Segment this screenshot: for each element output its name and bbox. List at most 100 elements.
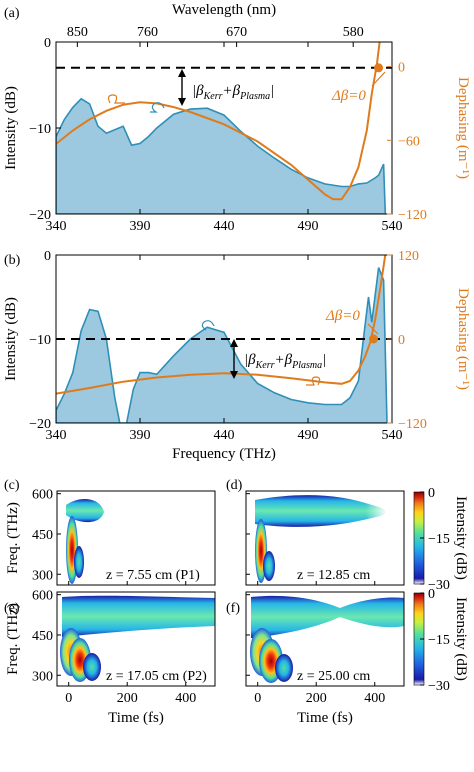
panel-f: (f) z = 25.00 cm 0 200 400	[226, 591, 405, 706]
y2-tick-label: −60	[398, 134, 420, 149]
panel-a-intensity-area	[56, 97, 387, 214]
panel-c-frame	[56, 490, 216, 586]
colorbar-tick-label: −30	[428, 578, 450, 593]
y-tick-label: 0	[44, 36, 51, 51]
y2-tick-label: −120	[398, 208, 427, 223]
panel-a-arrowhead-down	[178, 98, 186, 106]
panel-e: (e) z = 17.05 cm (P2) 0 200 400 600 450 300	[4, 589, 216, 706]
panel-d-frame	[245, 490, 405, 586]
x-tick-label: 490	[298, 219, 319, 234]
colorbar-top-ticks: 0 −15 −30	[420, 486, 450, 593]
x-tick-label: 0	[254, 691, 261, 706]
heatmap-ylabel-bottom: Freq. (THz)	[5, 603, 21, 675]
colorbar-top-label: Intensity (dB)	[453, 496, 469, 580]
panel-a-annotation-text: |βKerr+βPlasma|	[192, 83, 274, 102]
x-tick-label: 200	[117, 691, 138, 706]
y-tick-label: 450	[32, 629, 53, 644]
colorbar-bottom-ticks: 0 −15 −30	[420, 587, 450, 694]
panel-e-letter: (e)	[4, 601, 20, 616]
colorbar-tick-label: 0	[428, 486, 435, 501]
panel-e-lobe-right	[83, 653, 101, 681]
panel-d-side-lobe	[263, 551, 275, 581]
x-tick-label: 540	[382, 428, 403, 443]
x-tick-label: 390	[130, 219, 151, 234]
x-tick-label: 490	[298, 428, 319, 443]
panel-a-x-ticks: 340 390 440 490 540	[46, 42, 403, 234]
panel-b-intensity-area	[56, 267, 388, 423]
heatmap-xlabel-right: Time (fs)	[297, 710, 353, 726]
x-tick-label: 200	[306, 691, 327, 706]
panel-a-dephasing-line	[56, 42, 381, 201]
x-tick-label: 340	[46, 219, 67, 234]
panel-f-lobe-right	[275, 654, 293, 682]
y-tick-label: 600	[32, 589, 53, 604]
panel-f-z-label: z = 25.00 cm	[297, 669, 370, 684]
panel-a-delta-beta-pointer	[371, 71, 386, 87]
heatmap-xlabel-left: Time (fs)	[108, 710, 164, 726]
colorbar-tick-label: −15	[428, 633, 450, 648]
panel-d: (d) z = 12.85 cm	[226, 478, 405, 586]
panel-a-arrowhead-up	[178, 69, 186, 77]
panel-a-y-ticks: 0 −10 −20	[29, 36, 61, 223]
panel-d-band-fade	[255, 495, 386, 527]
y2-tick-label: −120	[398, 417, 427, 432]
top-tick-label: 580	[343, 25, 364, 40]
top-tick-label: 760	[137, 25, 158, 40]
panel-c-side-lobe	[74, 546, 84, 578]
panel-b-letter: (b)	[4, 253, 21, 268]
panel-b-arrowhead-up	[230, 339, 238, 347]
panel-c: (c) z = 7.55 cm (P1) 600 450 300	[4, 478, 216, 586]
y-tick-label: 600	[32, 488, 53, 503]
panel-b-y2-ticks: 120 0 −120	[387, 249, 427, 432]
panel-a-y2label: Dephasing (m⁻¹)	[455, 77, 471, 179]
y-tick-label: −10	[29, 333, 51, 348]
panel-b-y-ticks: 0 −10 −20	[29, 249, 61, 432]
panel-e-upper-band	[62, 595, 215, 637]
y-tick-label: 300	[32, 568, 53, 583]
panel-e-z-label: z = 17.05 cm (P2)	[106, 669, 207, 684]
panel-a-delta-beta-label: Δβ=0	[331, 88, 366, 104]
top-tick-label: 850	[67, 25, 88, 40]
panel-d-ticks	[246, 493, 376, 585]
panel-f-ticks: 0 200 400	[246, 594, 385, 706]
panel-a-top-axis-label: Wavelength (nm)	[172, 2, 276, 18]
panel-b: (b) 340 390 440 490 540 0 −10 −20 120 0 −120 Fre…	[3, 249, 471, 462]
colorbar-tick-label: −15	[428, 532, 450, 547]
panel-a-letter: (a)	[4, 6, 20, 21]
panel-b-dephasing-marker	[306, 376, 321, 386]
panel-a: (a) Wavelength (nm) 850 760 670 580 340 390 4…	[3, 2, 471, 234]
heatmap-ylabel-top: Freq. (THz)	[5, 502, 21, 574]
top-tick-label: 670	[226, 25, 247, 40]
x-tick-label: 390	[130, 428, 151, 443]
colorbar-tick-label: 0	[428, 587, 435, 602]
panel-e-ticks: 0 200 400 600 450 300	[32, 589, 196, 706]
panel-a-intensity-marker	[150, 102, 165, 113]
y2-tick-label: 0	[398, 333, 405, 348]
x-tick-label: 440	[214, 219, 235, 234]
colorbar-tick-label: −30	[428, 679, 450, 694]
panel-c-upper-band	[66, 498, 104, 523]
panel-d-z-label: z = 12.85 cm	[297, 568, 370, 583]
panel-b-x-ticks: 340 390 440 490 540	[46, 255, 403, 443]
x-tick-label: 540	[382, 219, 403, 234]
y-tick-label: 450	[32, 528, 53, 543]
y-tick-label: −10	[29, 122, 51, 137]
x-tick-label: 340	[46, 428, 67, 443]
colorbar-top: 0 −15 −30 Intensity (dB)	[413, 486, 469, 593]
panel-a-phase-match-point	[374, 63, 384, 73]
panel-a-ylabel: Intensity (dB)	[3, 86, 19, 170]
x-tick-label: 440	[214, 428, 235, 443]
colorbar-bottom: 0 −15 −30 Intensity (dB)	[413, 587, 469, 694]
panel-f-letter: (f)	[226, 601, 240, 616]
panel-d-letter: (d)	[226, 478, 243, 493]
y2-tick-label: 120	[398, 249, 419, 264]
panel-b-dephasing-line	[56, 255, 387, 395]
x-tick-label: 0	[65, 691, 72, 706]
panel-a-top-ticks: 850 760 670 580	[67, 25, 364, 47]
panel-b-phase-match-point	[369, 334, 379, 344]
y-tick-label: −20	[29, 208, 51, 223]
panel-b-arrowhead-down	[230, 371, 238, 379]
panel-b-annotation-text: |βKerr+βPlasma|	[244, 352, 326, 371]
panel-a-y2-ticks: 0 −60 −120	[387, 61, 427, 223]
